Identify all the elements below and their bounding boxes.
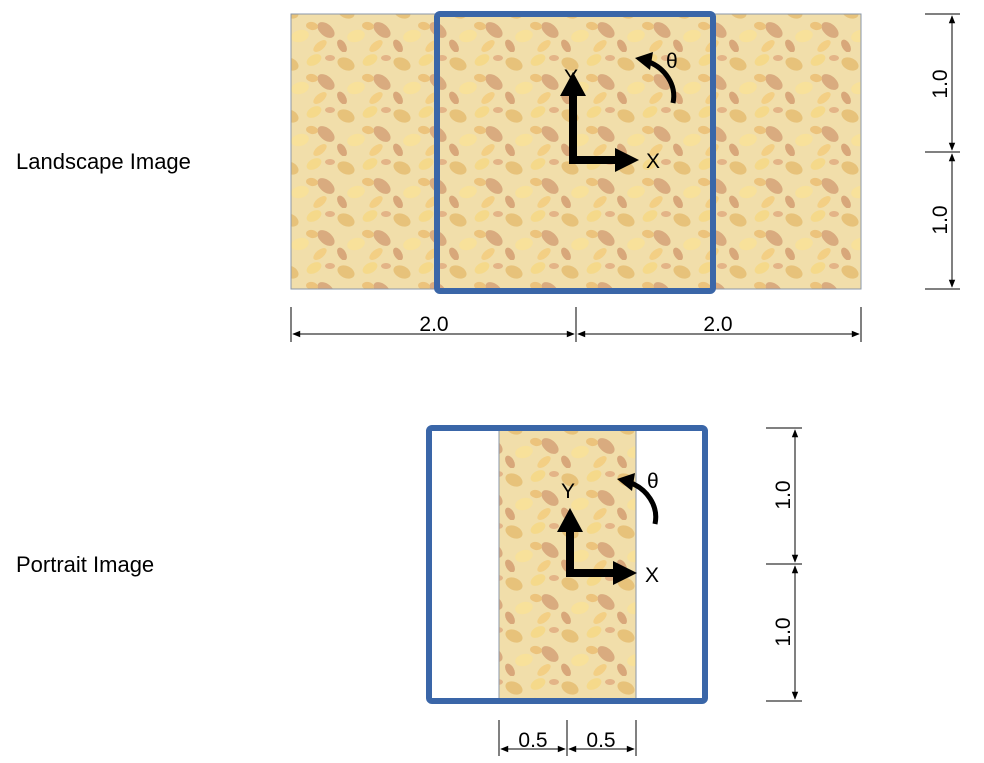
- landscape-width-right-label: 2.0: [703, 313, 732, 336]
- landscape-axes-icon: [560, 72, 639, 172]
- portrait-width-right-label: 0.5: [586, 729, 615, 752]
- portrait-axis-y-label: Y: [561, 480, 575, 503]
- landscape-rotation-label: θ: [666, 50, 678, 73]
- portrait-height-top-label: 1.0: [772, 480, 795, 509]
- landscape-rotation-arrow-icon: [635, 52, 677, 104]
- landscape-height-bottom-label: 1.0: [929, 205, 952, 234]
- portrait-caption: Portrait Image: [16, 552, 155, 577]
- landscape-axis-y-label: Y: [564, 66, 578, 89]
- portrait-height-bottom-label: 1.0: [772, 617, 795, 646]
- portrait-axes-icon: [557, 508, 637, 585]
- landscape-width-dimension: [290, 307, 862, 342]
- portrait-rotation-label: θ: [647, 470, 659, 493]
- portrait-width-dimension: [498, 720, 637, 756]
- portrait-axis-x-label: X: [645, 564, 659, 587]
- landscape-caption: Landscape Image: [16, 149, 191, 174]
- landscape-axis-x-label: X: [646, 150, 660, 173]
- portrait-rotation-arrow-icon: [617, 473, 659, 525]
- landscape-width-left-label: 2.0: [419, 313, 448, 336]
- portrait-width-left-label: 0.5: [518, 729, 547, 752]
- landscape-height-dimension: [925, 13, 960, 290]
- portrait-height-dimension: [766, 427, 802, 702]
- landscape-crop-frame: [434, 11, 716, 294]
- landscape-height-top-label: 1.0: [929, 69, 952, 98]
- portrait-crop-frame: [426, 425, 708, 704]
